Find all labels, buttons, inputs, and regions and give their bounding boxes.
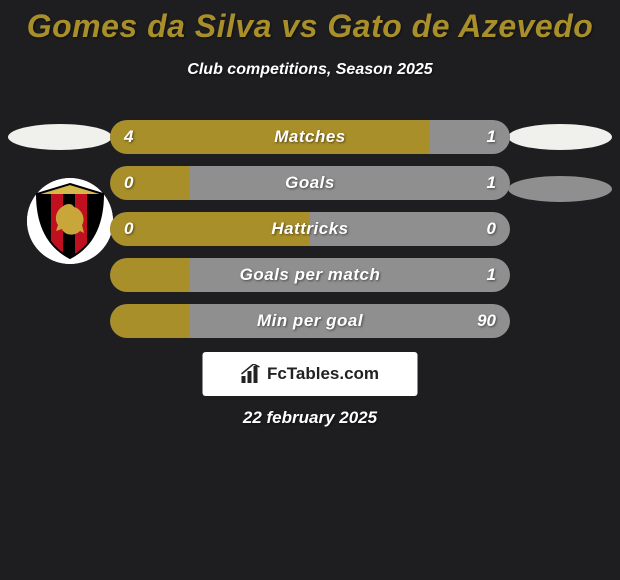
stat-label: Goals — [110, 166, 510, 200]
stat-label: Hattricks — [110, 212, 510, 246]
stat-label: Matches — [110, 120, 510, 154]
player-right-oval — [508, 124, 612, 150]
bar-chart-icon — [241, 364, 263, 384]
brand-box: FcTables.com — [203, 352, 418, 396]
stat-label: Min per goal — [110, 304, 510, 338]
stat-bars: Matches41Goals01Hattricks00Goals per mat… — [110, 120, 510, 350]
player-left-oval — [8, 124, 112, 150]
brand-text: FcTables.com — [267, 364, 379, 384]
page-title: Gomes da Silva vs Gato de Azevedo — [0, 0, 620, 45]
stat-row: Goals0 1 — [110, 166, 510, 200]
stat-value-right: 1 — [487, 258, 496, 292]
player-right-oval-2 — [508, 176, 612, 202]
stat-row: Goals per match1 — [110, 258, 510, 292]
infographic-root: Gomes da Silva vs Gato de Azevedo Club c… — [0, 0, 620, 580]
stat-row: Hattricks0 0 — [110, 212, 510, 246]
stat-value-right: 90 — [477, 304, 496, 338]
stat-value-left: 4 — [124, 120, 133, 154]
stat-value-left: 0 — [124, 212, 133, 246]
stat-value-right: 0 — [487, 212, 496, 246]
stat-value-right: 1 — [487, 120, 496, 154]
stat-value-right: 1 — [487, 166, 496, 200]
date-text: 22 february 2025 — [0, 408, 620, 428]
stat-value-left: 0 — [124, 166, 133, 200]
stat-label: Goals per match — [110, 258, 510, 292]
club-badge-left — [27, 178, 113, 264]
shield-icon — [27, 178, 113, 264]
stat-row: Matches4 1 — [110, 120, 510, 154]
subtitle: Club competitions, Season 2025 — [0, 61, 620, 79]
stat-row: Min per goal90 — [110, 304, 510, 338]
